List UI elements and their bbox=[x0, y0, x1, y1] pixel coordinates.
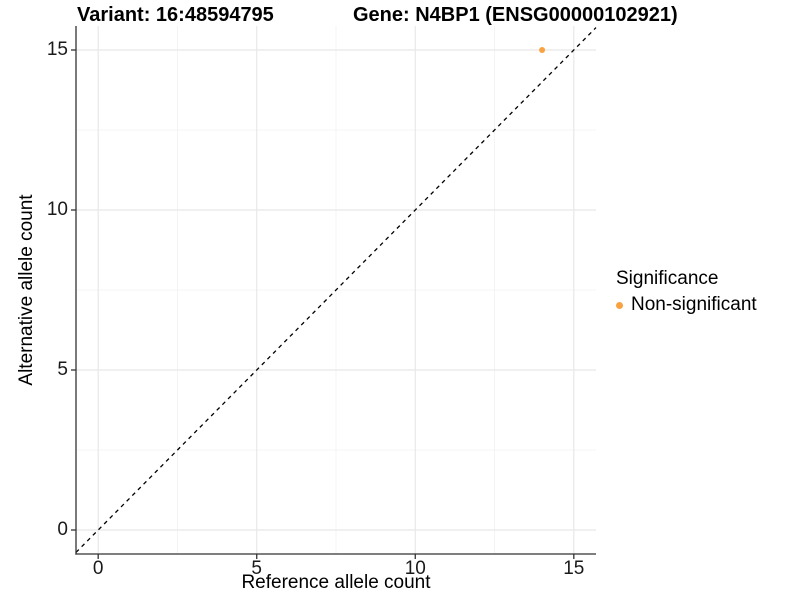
legend: Significance Non-significant bbox=[616, 268, 757, 316]
y-tick-label: 15 bbox=[46, 39, 68, 60]
y-tick-label: 5 bbox=[57, 359, 68, 380]
x-tick-label: 0 bbox=[92, 558, 104, 579]
legend-item-non-significant: Non-significant bbox=[616, 294, 757, 316]
legend-item-label: Non-significant bbox=[631, 294, 757, 315]
x-axis-title: Reference allele count bbox=[241, 572, 431, 593]
identity-dashed-line bbox=[75, 27, 597, 553]
legend-point-icon bbox=[616, 301, 623, 309]
x-tick-label: 15 bbox=[563, 558, 585, 579]
y-tick-label: 0 bbox=[57, 519, 68, 540]
plot-title-variant: Variant: 16:48594795 bbox=[77, 4, 274, 26]
y-tick-label: 10 bbox=[46, 199, 68, 220]
y-axis-title: Alternative allele count bbox=[16, 194, 37, 386]
x-tick-label: 10 bbox=[404, 558, 426, 579]
legend-title: Significance bbox=[616, 268, 719, 289]
data-point bbox=[539, 47, 546, 53]
plot-title-gene: Gene: N4BP1 (ENSG00000102921) bbox=[353, 4, 678, 26]
x-tick-label: 5 bbox=[251, 558, 263, 579]
